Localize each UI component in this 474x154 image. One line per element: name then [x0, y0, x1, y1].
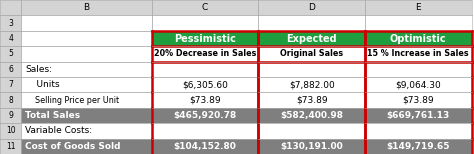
Bar: [21, 0, 152, 15]
Text: 9: 9: [8, 111, 13, 120]
Bar: [258, 0, 365, 15]
Text: 11: 11: [6, 142, 16, 151]
Text: D: D: [308, 3, 315, 12]
Bar: [365, 77, 472, 92]
Bar: [258, 31, 365, 46]
Bar: [152, 0, 258, 15]
Text: Optimistic: Optimistic: [390, 34, 447, 43]
Text: 4: 4: [8, 34, 13, 43]
Text: $104,152.80: $104,152.80: [173, 142, 237, 151]
Bar: [152, 77, 258, 92]
Bar: [0, 139, 21, 154]
Text: $130,191.00: $130,191.00: [280, 142, 343, 151]
Text: $669,761.13: $669,761.13: [387, 111, 450, 120]
Text: $7,882.00: $7,882.00: [289, 80, 335, 89]
Text: $73.89: $73.89: [296, 96, 328, 105]
Text: Variable Costs:: Variable Costs:: [25, 126, 92, 135]
Text: $73.89: $73.89: [402, 96, 434, 105]
Bar: [365, 62, 472, 77]
Bar: [365, 108, 472, 123]
Text: B: B: [83, 3, 90, 12]
Bar: [21, 123, 152, 139]
Text: $9,064.30: $9,064.30: [395, 80, 441, 89]
Text: Cost of Goods Sold: Cost of Goods Sold: [25, 142, 120, 151]
Text: Sales:: Sales:: [25, 65, 52, 74]
Text: Selling Price per Unit: Selling Price per Unit: [25, 96, 119, 105]
Bar: [0, 108, 21, 123]
Bar: [152, 139, 258, 154]
Text: $73.89: $73.89: [189, 96, 221, 105]
Bar: [0, 77, 21, 92]
Bar: [365, 139, 472, 154]
Bar: [365, 15, 472, 31]
Bar: [152, 92, 258, 108]
Text: 10: 10: [6, 126, 16, 135]
Bar: [152, 46, 258, 62]
Bar: [258, 139, 365, 154]
Text: Pessimistic: Pessimistic: [174, 34, 236, 43]
Bar: [258, 62, 365, 77]
Text: $149,719.65: $149,719.65: [387, 142, 450, 151]
Text: Units: Units: [25, 80, 60, 89]
Text: 5: 5: [8, 49, 13, 58]
Text: 8: 8: [8, 96, 13, 105]
Bar: [21, 62, 152, 77]
Bar: [21, 15, 152, 31]
Bar: [0, 92, 21, 108]
Bar: [21, 92, 152, 108]
Text: Expected: Expected: [286, 34, 337, 43]
Bar: [21, 108, 152, 123]
Bar: [0, 46, 21, 62]
Bar: [152, 123, 258, 139]
Text: E: E: [416, 3, 421, 12]
Bar: [152, 15, 258, 31]
Bar: [0, 62, 21, 77]
Bar: [21, 46, 152, 62]
Bar: [258, 108, 365, 123]
Text: 7: 7: [8, 80, 13, 89]
Bar: [258, 92, 365, 108]
Bar: [152, 31, 258, 46]
Bar: [0, 0, 21, 15]
Text: Original Sales: Original Sales: [280, 49, 343, 58]
Bar: [21, 139, 152, 154]
Bar: [0, 31, 21, 46]
Bar: [258, 46, 365, 62]
Bar: [365, 31, 472, 46]
Text: 6: 6: [8, 65, 13, 74]
Bar: [152, 108, 258, 123]
Bar: [365, 92, 472, 108]
Text: C: C: [202, 3, 208, 12]
Text: Total Sales: Total Sales: [25, 111, 80, 120]
Bar: [365, 46, 472, 62]
Bar: [258, 77, 365, 92]
Text: $6,305.60: $6,305.60: [182, 80, 228, 89]
Bar: [0, 15, 21, 31]
Bar: [21, 77, 152, 92]
Bar: [258, 123, 365, 139]
Bar: [152, 62, 258, 77]
Bar: [258, 15, 365, 31]
Bar: [365, 123, 472, 139]
Bar: [21, 31, 152, 46]
Text: $465,920.78: $465,920.78: [173, 111, 237, 120]
Text: 15 % Increase in Sales: 15 % Increase in Sales: [367, 49, 469, 58]
Text: 3: 3: [8, 19, 13, 28]
Text: $582,400.98: $582,400.98: [280, 111, 343, 120]
Bar: [365, 0, 472, 15]
Text: 20% Decrease in Sales: 20% Decrease in Sales: [154, 49, 256, 58]
Bar: [0, 123, 21, 139]
